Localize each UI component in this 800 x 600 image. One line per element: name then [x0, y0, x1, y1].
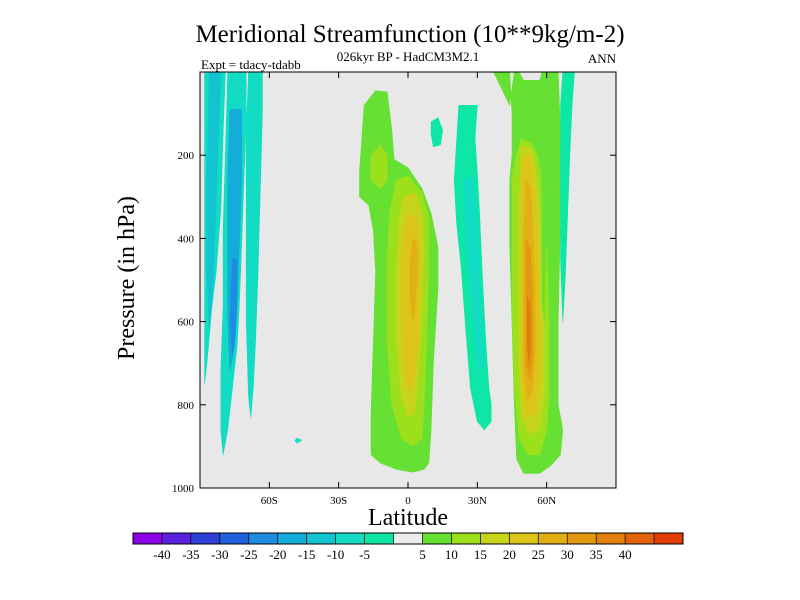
- colorbar-label: 25: [532, 547, 545, 562]
- colorbar-swatch: [422, 533, 452, 544]
- x-tick-label: 30S: [330, 495, 347, 507]
- y-tick-label: 200: [178, 150, 195, 162]
- y-axis-label: Pressure (in hPa): [114, 196, 140, 360]
- experiment-annotation: Expt = tdacy-tdabb: [201, 57, 301, 72]
- colorbar-swatch: [567, 533, 597, 544]
- plot-area: 60S 30S 0 30N 60N 200 400 600 800 1000: [172, 71, 617, 507]
- contour-region-15: [463, 175, 485, 377]
- y-tick-label: 600: [178, 317, 195, 329]
- contour-region-2: [245, 71, 263, 418]
- colorbar-swatch: [480, 533, 510, 544]
- contour-region-8: [370, 144, 388, 189]
- colorbar-label: -30: [211, 547, 228, 562]
- colorbar-frame: [132, 532, 684, 545]
- colorbar-label: -5: [359, 547, 370, 562]
- x-tick-label: 60S: [261, 495, 278, 507]
- chart-title: Meridional Streamfunction (10**9kg/m-2): [195, 21, 624, 48]
- contour-region-12: [409, 238, 418, 322]
- colorbar-swatch: [364, 533, 394, 544]
- colorbar-label: 35: [590, 547, 603, 562]
- colorbar-swatch: [133, 533, 163, 544]
- colorbar-label: 5: [419, 547, 426, 562]
- y-tick-label: 1000: [172, 483, 195, 495]
- contour-region-5: [229, 258, 238, 356]
- colorbar-swatch: [538, 533, 568, 544]
- chart-subtitle: 026kyr BP - HadCM3M2.1: [337, 49, 480, 64]
- contour-region-24: [560, 71, 575, 322]
- colorbar-swatch: [190, 533, 221, 544]
- colorbar-swatch: [248, 533, 279, 544]
- colorbar-label: 40: [619, 547, 632, 562]
- colorbar-label: -40: [153, 547, 170, 562]
- colorbar-label: -20: [269, 547, 286, 562]
- colorbar: -40 -35 -30 -25 -20 -15 -10 -5 5 10 15 20 25 30 35 40: [132, 532, 684, 562]
- y-tick-label: 800: [178, 400, 195, 412]
- colorbar-label: 15: [474, 547, 487, 562]
- colorbar-label: -35: [182, 547, 199, 562]
- y-tick-label: 400: [178, 233, 195, 245]
- colorbar-swatch: [219, 533, 250, 544]
- y-axis: 200 400 600 800 1000: [172, 150, 616, 495]
- x-tick-label: 30N: [468, 495, 487, 507]
- x-tick-label: 60N: [537, 495, 556, 507]
- colorbar-swatch: [161, 533, 192, 544]
- contour-region-3: [206, 71, 222, 331]
- colorbar-swatch: [306, 533, 336, 544]
- season-annotation: ANN: [588, 51, 617, 66]
- colorbar-label: -15: [298, 547, 315, 562]
- colorbar-swatch: [451, 533, 481, 544]
- colorbar-swatch: [654, 533, 684, 544]
- colorbar-swatch: [596, 533, 626, 544]
- colorbar-swatch: [335, 533, 365, 544]
- contour-region-23: [539, 71, 550, 322]
- x-axis-label: Latitude: [368, 505, 448, 531]
- contour-region-6: [294, 437, 303, 444]
- colorbar-swatch: [509, 533, 539, 544]
- contour-layer: [204, 71, 575, 474]
- x-tick-label: 0: [405, 495, 411, 507]
- colorbar-label: 20: [503, 547, 516, 562]
- colorbar-label: -25: [240, 547, 257, 562]
- contour-region-22: [526, 296, 531, 364]
- colorbar-swatch: [393, 533, 423, 544]
- colorbar-swatch: [277, 533, 307, 544]
- colorbar-label: -10: [327, 547, 344, 562]
- x-axis: 60S 30S 0 30N 60N: [261, 72, 556, 507]
- contour-region-13: [430, 117, 444, 148]
- colorbar-label: 10: [445, 547, 458, 562]
- colorbar-swatch: [625, 533, 655, 544]
- colorbar-label: 30: [561, 547, 574, 562]
